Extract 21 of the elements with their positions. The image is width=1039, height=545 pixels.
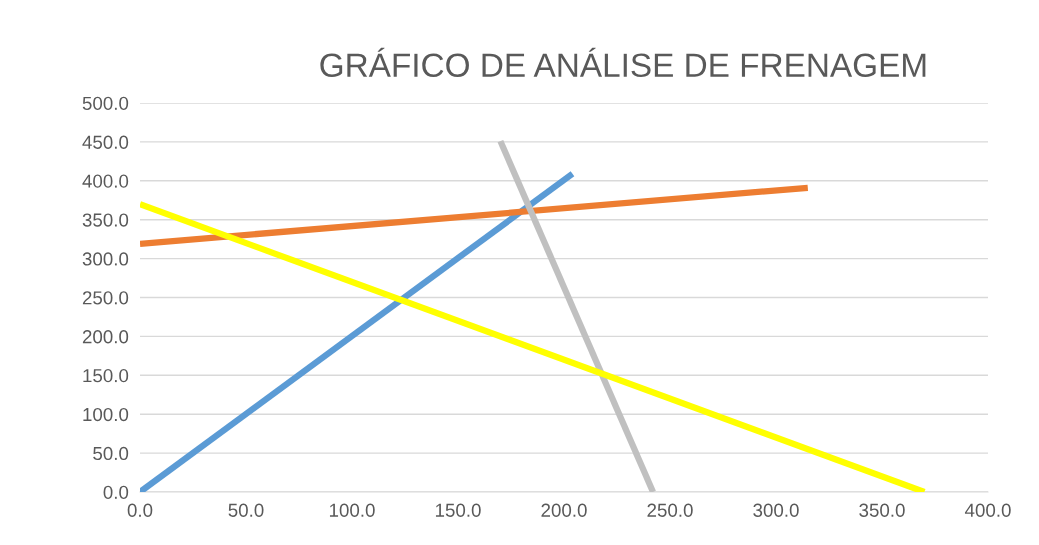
y-tick-label: 0.0 <box>103 485 129 499</box>
x-tick-label: 200.0 <box>541 503 587 517</box>
x-tick-label: 100.0 <box>329 503 375 517</box>
x-tick-label: 350.0 <box>859 503 905 517</box>
x-tick-label: 300.0 <box>753 503 799 517</box>
chart-title: GRÁFICO DE ANÁLISE DE FRENAGEM <box>320 47 926 78</box>
y-tick-label: 100.0 <box>83 407 129 422</box>
y-tick-label: 200.0 <box>82 330 129 344</box>
x-tick-label: 50.0 <box>228 503 264 517</box>
y-tick-label: 350.0 <box>82 213 129 227</box>
y-tick-label: 50.0 <box>93 446 129 461</box>
y-tick-label: 300.0 <box>82 252 129 266</box>
y-tick-label: 150.0 <box>83 369 129 383</box>
x-tick-label: 0.0 <box>127 503 153 517</box>
y-tick-label: 250.0 <box>82 291 129 305</box>
x-tick-label: 150.0 <box>435 503 481 517</box>
x-tick-label: 400.0 <box>964 503 1011 517</box>
y-tick-label: 450.0 <box>82 135 129 149</box>
x-tick-label: 250.0 <box>647 503 693 517</box>
y-tick-label: 500.0 <box>82 96 129 110</box>
y-tick-label: 400.0 <box>82 174 129 188</box>
